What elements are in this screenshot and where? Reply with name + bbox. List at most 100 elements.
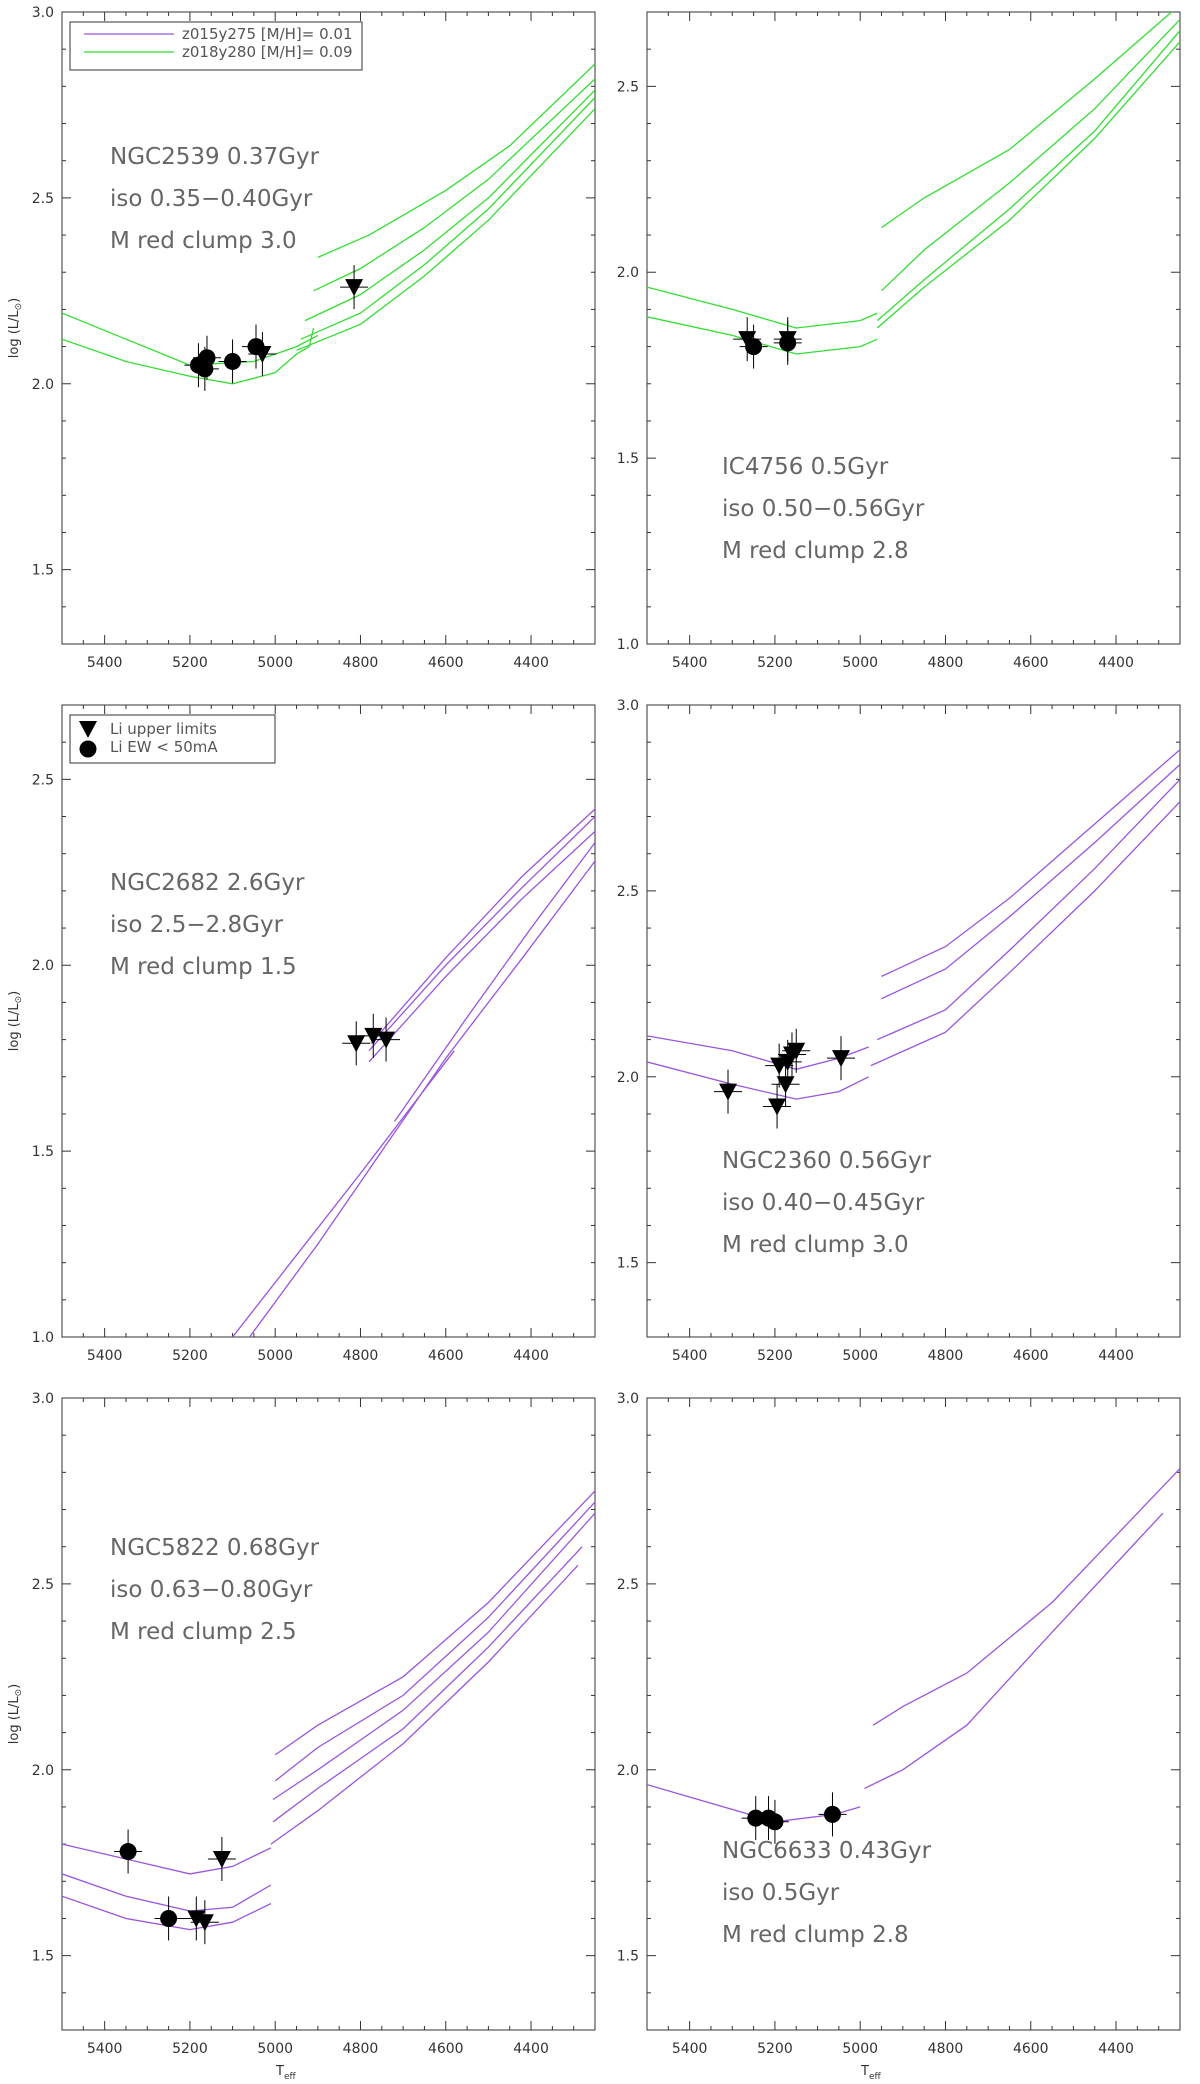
isochrone-line-0 <box>647 286 878 329</box>
x-tick-label: 5400 <box>87 1348 123 1364</box>
isochrone-lines <box>647 12 1180 355</box>
cluster-annotation-line: M red clump 2.8 <box>722 538 909 564</box>
cluster-annotation-line: iso 0.50−0.56Gyr <box>722 496 925 522</box>
x-tick-label: 4400 <box>513 655 549 671</box>
x-tick-label: 5000 <box>257 2041 293 2057</box>
li-upper-limit-marker <box>212 1850 231 1868</box>
isochrone-line-3 <box>881 764 1180 1000</box>
panel-ic4756: 5400 5200 5000 4800 4600 4400 1.0 1.5 2.0 2.5 IC47… <box>617 11 1181 671</box>
y-tick-label: 2.0 <box>32 1763 54 1779</box>
x-tick-label: 5200 <box>757 1348 793 1364</box>
isochrone-line-2 <box>317 63 595 258</box>
x-axis: 5400 5200 5000 4800 4600 4400 <box>646 12 1181 671</box>
li-upper-limit-marker <box>377 1031 396 1049</box>
isochrone-line-1 <box>62 327 315 385</box>
x-axis: 5400 5200 5000 4800 4600 4400 <box>61 1398 596 2057</box>
cluster-annotation-line: M red clump 2.8 <box>722 1922 909 1948</box>
li-upper-limit-marker <box>738 331 757 349</box>
y-tick-label: 2.5 <box>32 191 54 207</box>
li-detection-marker <box>224 352 242 370</box>
li-upper-limit-marker <box>345 279 364 297</box>
isochrone-line-5 <box>870 801 1180 1067</box>
x-axis: 5400 5200 5000 4800 4600 4400 <box>61 12 596 671</box>
legend-label: Li EW < 50mA <box>110 738 218 756</box>
li-upper-limit-marker <box>832 1050 851 1068</box>
isochrone-line-6 <box>296 108 595 351</box>
isochrone-line-5 <box>300 97 595 340</box>
isochrone-lines <box>62 63 595 385</box>
y-tick-label: 3.0 <box>617 698 639 714</box>
isochrone-line-4 <box>274 1501 595 1782</box>
y-tick-label: 3.0 <box>617 1391 639 1407</box>
x-tick-label: 4800 <box>928 1348 964 1364</box>
legend-circle-marker <box>79 740 97 758</box>
isochrone-line-2 <box>864 1512 1164 1789</box>
y-axis: 1.5 2.0 2.5 3.0 <box>32 1391 595 2031</box>
isochrone-line-2 <box>881 749 1180 977</box>
x-tick-label: 4600 <box>1013 2041 1049 2057</box>
star-markers <box>741 1792 847 1844</box>
x-tick-label: 5000 <box>842 1348 878 1364</box>
cluster-annotation-line: NGC6633 0.43Gyr <box>722 1838 932 1864</box>
isochrone-line-6 <box>272 1546 583 1823</box>
y-tick-label: 1.0 <box>32 1330 54 1346</box>
y-tick-label: 1.5 <box>32 563 54 579</box>
y-tick-label: 2.0 <box>617 1763 639 1779</box>
legend-box <box>69 21 363 71</box>
isochrone-lines <box>232 808 595 1337</box>
y-axis: 1.5 2.0 2.5 3.0 <box>617 698 1180 1338</box>
plot-frame <box>61 704 596 1338</box>
isochrone-line-3 <box>368 830 595 1063</box>
y-tick-label: 2.5 <box>32 772 54 788</box>
x-tick-label: 4600 <box>428 655 464 671</box>
isochrone-line-2 <box>394 842 595 1122</box>
y-axis: 1.5 2.0 2.5 3.0 <box>617 1391 1180 2031</box>
cluster-annotation-line: NGC5822 0.68Gyr <box>110 1535 320 1561</box>
y-axis-label: log (L/L⊙) <box>7 991 24 1052</box>
isochrone-line-4 <box>877 778 1180 1041</box>
isochrone-line-5 <box>272 1512 595 1801</box>
x-axis: 5400 5200 5000 4800 4600 4400 <box>61 705 596 1364</box>
li-detection-marker <box>198 349 216 367</box>
x-tick-label: 4800 <box>343 1348 379 1364</box>
y-axis-label: log (L/L⊙) <box>7 298 24 359</box>
li-detection-marker <box>119 1843 137 1861</box>
panel-ngc6633: 5400 5200 5000 4800 4600 4400 1.5 2.0 2.5 3.0 Teff… <box>617 1391 1181 2082</box>
panel-ngc2682: 5400 5200 5000 4800 4600 4400 1.0 1.5 2.0 2.5 log … <box>7 704 596 1364</box>
x-tick-label: 4400 <box>1098 1348 1134 1364</box>
isochrone-line-0 <box>62 1843 272 1875</box>
y-axis-label: log (L/L⊙) <box>7 1684 24 1745</box>
li-upper-limit-marker <box>787 1042 806 1060</box>
star-markers <box>184 265 369 391</box>
x-tick-label: 5200 <box>757 655 793 671</box>
y-tick-label: 2.0 <box>617 265 639 281</box>
x-tick-label: 5200 <box>172 655 208 671</box>
y-axis: 1.0 1.5 2.0 2.5 <box>32 704 595 1346</box>
isochrone-line-1 <box>249 860 595 1337</box>
isochrone-line-3 <box>881 18 1180 292</box>
y-tick-label: 2.5 <box>617 1577 639 1593</box>
li-upper-limit-marker <box>253 346 272 364</box>
cluster-annotation-line: NGC2539 0.37Gyr <box>110 144 320 170</box>
plot-frame <box>646 1397 1181 2031</box>
cluster-annotation-line: iso 2.5−2.8Gyr <box>110 912 284 938</box>
y-tick-label: 3.0 <box>32 1391 54 1407</box>
panel-ngc2539: 5400 5200 5000 4800 4600 4400 1.5 2.0 2.5 3.0 log … <box>7 5 596 671</box>
legend-label: Li upper limits <box>110 720 217 738</box>
isochrone-line-5 <box>876 41 1180 329</box>
plot-frame <box>61 1397 596 2031</box>
y-tick-label: 2.5 <box>32 1577 54 1593</box>
y-tick-label: 1.5 <box>32 1949 54 1965</box>
isochrone-line-4 <box>368 816 595 1052</box>
x-tick-label: 4400 <box>513 2041 549 2057</box>
cluster-annotation-line: M red clump 1.5 <box>110 954 297 980</box>
y-tick-label: 1.5 <box>617 451 639 467</box>
cluster-annotation-line: NGC2360 0.56Gyr <box>722 1148 932 1174</box>
x-tick-label: 4600 <box>428 2041 464 2057</box>
x-tick-label: 5200 <box>172 2041 208 2057</box>
li-upper-limit-marker <box>768 1098 787 1116</box>
isochrone-line-1 <box>62 1873 272 1912</box>
x-tick-label: 4600 <box>1013 1348 1049 1364</box>
y-tick-label: 1.5 <box>617 1949 639 1965</box>
